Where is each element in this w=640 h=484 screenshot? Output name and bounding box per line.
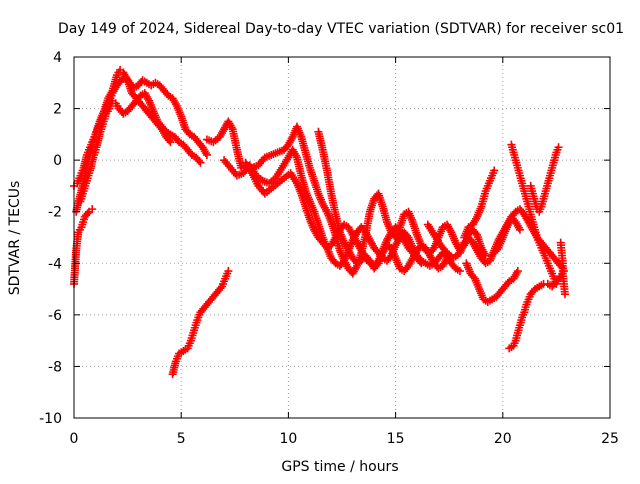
series-track-n: [507, 140, 561, 288]
y-tick-label: -6: [48, 308, 62, 324]
x-tick-label: 5: [177, 431, 186, 447]
data-point: [554, 143, 563, 152]
data-points-layer: [70, 65, 569, 379]
chart-title: Day 149 of 2024, Sidereal Day-to-day VTE…: [58, 21, 624, 37]
y-tick-label: 2: [53, 102, 62, 118]
data-point: [196, 158, 205, 167]
data-point: [515, 225, 524, 234]
y-tick-label: -4: [48, 256, 62, 272]
y-tick-label: 0: [53, 153, 62, 169]
x-tick-label: 0: [70, 431, 79, 447]
data-point: [166, 138, 175, 147]
data-point: [417, 259, 426, 268]
data-point: [88, 205, 97, 214]
y-axis-title: SDTVAR / TECUs: [7, 181, 23, 296]
series-track-e: [168, 267, 233, 379]
series-track-l: [462, 259, 522, 306]
x-tick-label: 10: [279, 431, 297, 447]
data-point: [455, 267, 464, 276]
series-track-i: [314, 127, 452, 276]
x-tick-label: 25: [601, 431, 619, 447]
data-point: [490, 166, 499, 175]
data-point: [513, 267, 522, 276]
y-tick-label: 4: [53, 50, 62, 66]
series-track-k: [460, 166, 499, 242]
series-track-p: [526, 143, 563, 216]
x-tick-label: 20: [494, 431, 512, 447]
y-tick-label: -8: [48, 359, 62, 375]
y-tick-label: -2: [48, 205, 62, 221]
data-point: [560, 290, 569, 299]
x-axis-title: GPS time / hours: [281, 459, 398, 475]
series-track-f: [202, 117, 490, 278]
series-track-d: [72, 65, 175, 216]
x-tick-label: 15: [387, 431, 405, 447]
data-point: [202, 150, 211, 159]
data-point: [224, 267, 233, 276]
series-track-q: [556, 238, 569, 299]
y-tick-label: -10: [39, 411, 62, 427]
axes-layer: 0 5 10 15 20 25 -10 -8 -6 -4 -2 0 2 4: [39, 50, 619, 447]
plot-frame: [73, 56, 611, 419]
